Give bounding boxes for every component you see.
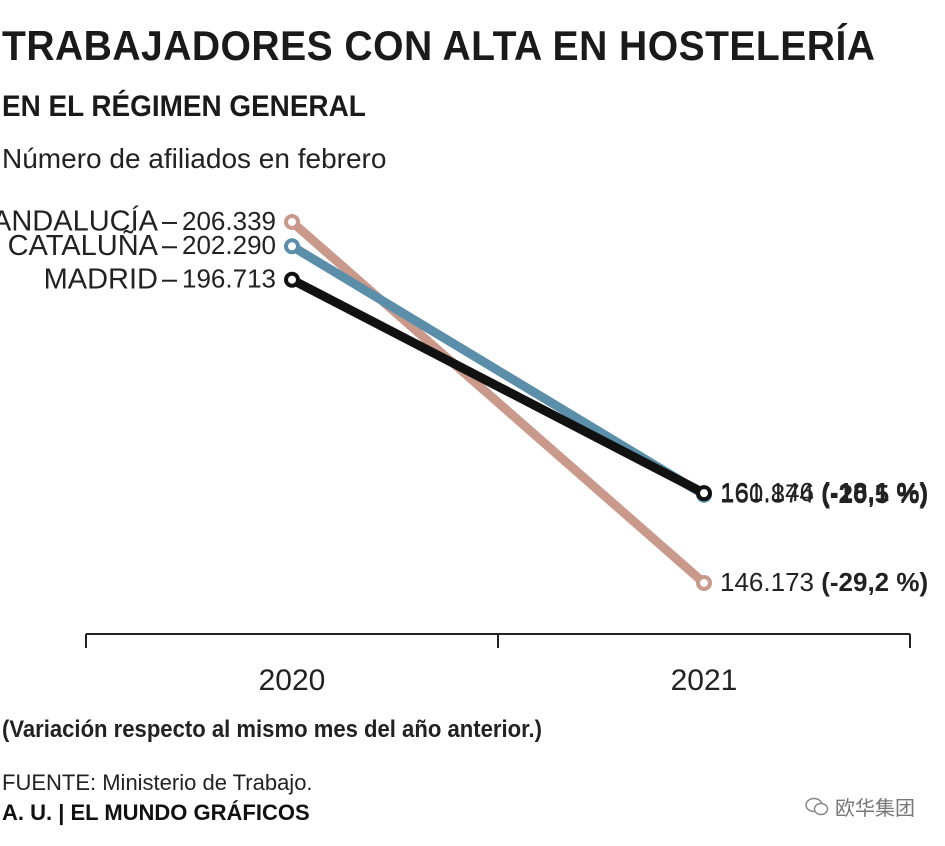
change-label-cataluna: (-20,5 %) — [821, 479, 928, 509]
chart-credit: A. U. | EL MUNDO GRÁFICOS — [2, 800, 310, 825]
data-label-2021-madrid: 161.146 (-18,1 %) — [720, 477, 928, 507]
series-name-cataluna: CATALUÑA — [8, 228, 159, 262]
chart-note: (Variación respecto al mismo mes del año… — [2, 716, 542, 743]
wechat-icon — [805, 797, 829, 815]
series-name-andalucia: ANDALUCÍA — [0, 205, 159, 238]
x-tick-label-2021: 2021 — [671, 664, 738, 697]
x-tick-label-2020: 2020 — [259, 664, 326, 697]
data-label-2020-cataluna: 202.290 — [182, 230, 276, 260]
chart-subtitle: EN EL RÉGIMEN GENERAL — [2, 90, 366, 123]
point-2020-andalucia — [284, 213, 300, 230]
chart-description: Número de afiliados en febrero — [2, 143, 387, 174]
chart-source: FUENTE: Ministerio de Trabajo. — [2, 770, 313, 795]
data-label-2021-cataluna: 160.874 (-20,5 %) — [720, 479, 928, 509]
series-name-madrid: MADRID — [44, 263, 158, 295]
data-label-2021-andalucia: 146.173 (-29,2 %) — [720, 567, 928, 597]
data-label-2020-madrid: 196.713 — [182, 264, 276, 294]
series-line-andalucia — [287, 217, 709, 588]
point-2020-madrid — [284, 271, 300, 288]
point-2020-cataluna — [284, 238, 300, 255]
point-2021-andalucia — [696, 574, 712, 591]
change-label-andalucia: (-29,2 %) — [821, 567, 928, 597]
chart-title: TRABAJADORES CON ALTA EN HOSTELERÍA — [2, 22, 876, 69]
point-2021-madrid — [696, 485, 712, 502]
watermark: 欧华集团 — [805, 792, 915, 821]
data-label-2020-andalucia: 206.339 — [182, 206, 276, 236]
watermark-text: 欧华集团 — [835, 798, 915, 820]
series-line-madrid — [287, 275, 709, 498]
change-label-madrid: (-18,1 %) — [821, 477, 928, 507]
